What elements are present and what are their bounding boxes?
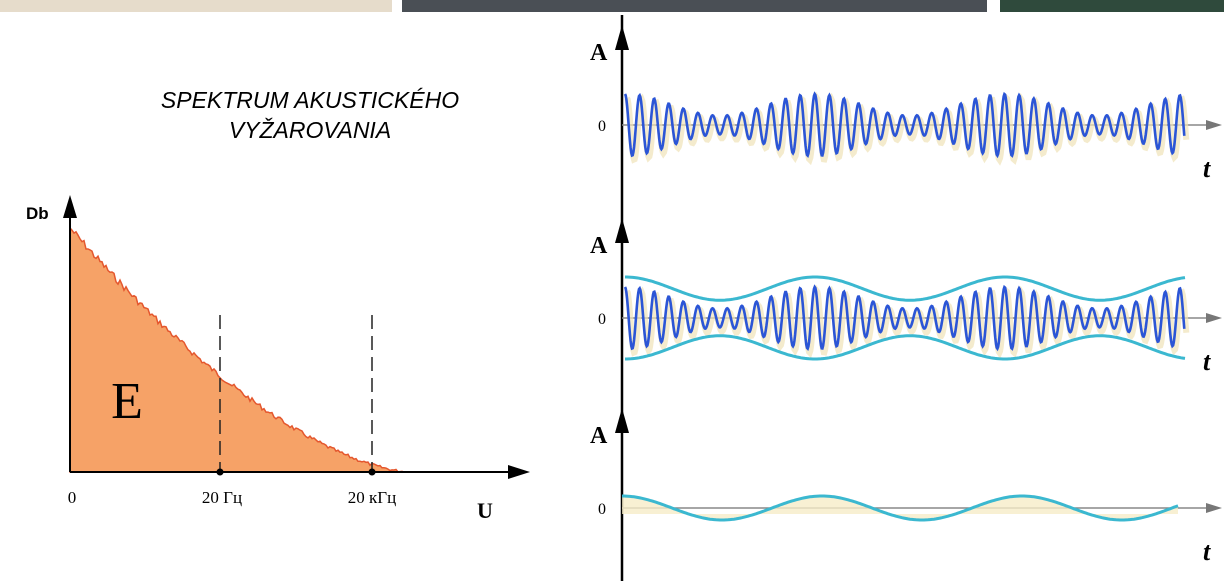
arrow: [508, 465, 530, 479]
title: SPEKTRUM AKUSTICKÉHO: [161, 87, 459, 113]
title: VYŽAROVANIA: [229, 117, 391, 143]
x-tick-label: 20 кГц: [348, 488, 396, 507]
x-axis-label: t: [1203, 347, 1211, 376]
envelope: [625, 334, 1186, 361]
modulation-wave: [622, 494, 1179, 522]
zero-label: 0: [598, 311, 606, 328]
y-axis-label: A: [590, 423, 608, 449]
waveform-panels: A 0 t A 0 t A 0 t: [590, 25, 1222, 566]
arrow: [615, 408, 629, 433]
x-axis-label: t: [1203, 154, 1211, 183]
arrow: [63, 195, 77, 218]
area-label: E: [111, 373, 143, 430]
arrow: [615, 218, 629, 243]
photo-strip: [0, 0, 392, 12]
photo-strip: [1000, 0, 1224, 12]
y-axis-label: A: [590, 233, 608, 259]
x-tick-label: 20 Гц: [202, 488, 242, 507]
carrier-wave: [623, 91, 1186, 159]
carrier-wave: [623, 284, 1186, 352]
arrow: [1206, 313, 1222, 323]
marker-dot: [368, 468, 376, 476]
x-axis-label: U: [477, 498, 493, 523]
marker-dot: [216, 468, 224, 476]
arrow: [1206, 120, 1222, 130]
arrow: [615, 25, 629, 50]
photo-strip: [402, 0, 987, 12]
modulation-shadow: [622, 496, 1178, 520]
spectrum-area: [69, 226, 411, 473]
zero-label: 0: [598, 501, 606, 518]
x-axis-label: t: [1203, 537, 1211, 566]
y-axis-label: A: [590, 40, 608, 66]
envelope: [625, 275, 1186, 302]
arrow: [1206, 503, 1222, 513]
spectrum-panel: SPEKTRUM AKUSTICKÉHO VYŽAROVANIA Db U E …: [26, 87, 530, 523]
x-tick-label: 0: [68, 488, 77, 507]
zero-label: 0: [598, 118, 606, 135]
y-axis-label: Db: [26, 204, 49, 223]
